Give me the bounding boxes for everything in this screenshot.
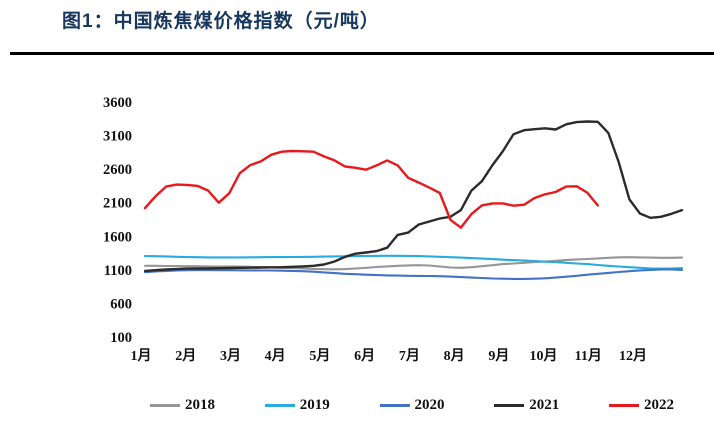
legend-item-2022: 2022: [609, 398, 674, 413]
legend-item-2021: 2021: [494, 398, 559, 413]
legend-label-2018: 2018: [185, 397, 215, 413]
figure-title: 图1：中国炼焦煤价格指数（元/吨）: [62, 11, 380, 32]
y-axis-tick-3600: 3600: [103, 95, 132, 111]
series-line-2020: [143, 268, 684, 280]
legend-label-2019: 2019: [299, 397, 330, 413]
y-axis-tick-100: 100: [110, 330, 132, 346]
legend-item-2018: 2018: [150, 398, 215, 413]
chart-legend: 2018 2019 2020 2021 2022: [150, 398, 674, 413]
x-axis-tick-2: 2月: [175, 348, 196, 364]
legend-label-2021: 2021: [529, 397, 560, 413]
y-axis-tick-2600: 2600: [103, 162, 132, 178]
legend-item-2019: 2019: [264, 397, 330, 413]
x-axis-tick-11: 11月: [575, 348, 602, 364]
y-axis-tick-1100: 1100: [104, 263, 132, 279]
legend-label-2022: 2022: [644, 397, 674, 413]
series-line-2022: [143, 149, 599, 229]
legend-line-swatch-2022: [609, 404, 639, 407]
x-axis-tick-12: 12月: [619, 348, 647, 364]
x-axis-tick-9: 9月: [488, 348, 509, 364]
legend-line-swatch-2021: [494, 404, 525, 407]
x-axis-tick-8: 8月: [444, 348, 465, 364]
y-axis-tick-1600: 1600: [103, 229, 132, 245]
title-underline-rule: [10, 52, 714, 55]
legend-line-swatch-2020: [379, 404, 410, 407]
series-line-2021: [143, 120, 684, 273]
x-axis-tick-4: 4月: [265, 348, 286, 364]
x-axis-tick-7: 7月: [399, 348, 420, 364]
x-axis-tick-10: 10月: [530, 348, 558, 364]
y-axis-tick-600: 600: [110, 296, 132, 312]
x-axis-tick-5: 5月: [309, 348, 330, 364]
legend-label-2020: 2020: [414, 397, 445, 413]
legend-line-swatch-2019: [264, 404, 295, 407]
x-axis-tick-3: 3月: [220, 348, 241, 364]
legend-line-swatch-2018: [150, 404, 180, 407]
series-line-2019: [143, 254, 684, 270]
x-axis-tick-1: 1月: [131, 348, 152, 364]
legend-item-2020: 2020: [379, 397, 445, 413]
x-axis-tick-6: 6月: [354, 348, 375, 364]
series-line-2018: [143, 256, 684, 271]
y-axis-tick-2100: 2100: [103, 196, 132, 212]
y-axis-tick-3100: 3100: [103, 129, 132, 145]
